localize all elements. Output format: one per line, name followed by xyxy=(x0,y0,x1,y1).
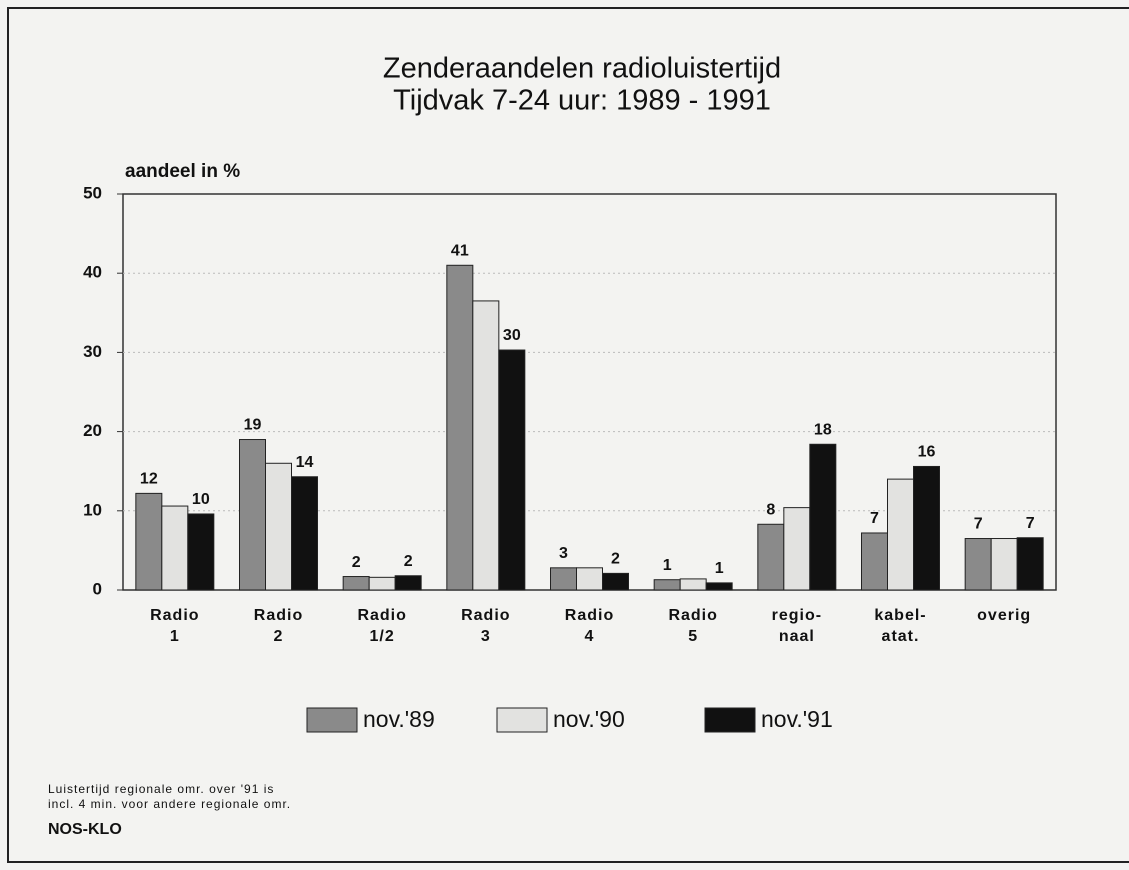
bar xyxy=(757,523,785,591)
bar xyxy=(446,264,474,591)
bar xyxy=(394,575,422,591)
x-tick-label: 5 xyxy=(688,628,698,645)
x-tick-label: regio- xyxy=(772,607,822,624)
value-label: 18 xyxy=(814,421,832,438)
x-tick-label: 1/2 xyxy=(370,628,395,645)
value-label: 16 xyxy=(918,444,936,461)
y-tick-label: 10 xyxy=(83,500,102,519)
bar xyxy=(135,492,163,591)
bar xyxy=(472,300,500,591)
x-tick-label: kabel- xyxy=(874,607,926,624)
value-label: 1 xyxy=(715,560,724,577)
value-label: 2 xyxy=(352,554,361,571)
bar xyxy=(653,579,681,591)
x-tick-label: Radio xyxy=(668,607,717,624)
bar xyxy=(809,443,837,591)
value-label: 12 xyxy=(140,471,158,488)
bar xyxy=(602,572,629,591)
x-tick-label: 4 xyxy=(585,628,595,645)
value-label: 14 xyxy=(296,454,314,471)
x-tick-label: 2 xyxy=(274,628,284,645)
x-tick-label: Radio xyxy=(461,607,510,624)
bar xyxy=(576,567,603,591)
bar xyxy=(291,476,318,591)
value-label: 3 xyxy=(559,545,568,562)
x-tick-label: Radio xyxy=(150,607,199,624)
x-tick-label: Radio xyxy=(565,607,614,624)
legend-label: nov.'89 xyxy=(363,706,435,732)
value-label: 1 xyxy=(663,557,672,574)
y-tick-label: 30 xyxy=(83,342,102,361)
x-tick-label: naal xyxy=(779,628,815,645)
value-label: 19 xyxy=(244,417,262,434)
bar xyxy=(913,465,940,591)
value-label: 7 xyxy=(870,510,879,527)
y-tick-label: 50 xyxy=(83,183,102,202)
value-label: 7 xyxy=(974,516,983,533)
bar xyxy=(783,507,811,591)
bar xyxy=(239,439,266,591)
value-label: 30 xyxy=(503,327,521,344)
bar xyxy=(990,538,1018,591)
bar xyxy=(161,505,189,591)
bar xyxy=(265,462,292,591)
value-label: 10 xyxy=(192,491,210,508)
bar xyxy=(1016,537,1044,591)
bar xyxy=(705,582,733,591)
y-tick-label: 0 xyxy=(93,579,102,598)
bar xyxy=(861,532,888,591)
x-tick-label: 1 xyxy=(170,628,180,645)
value-label: 2 xyxy=(611,551,620,568)
value-label: 7 xyxy=(1026,515,1035,532)
legend-swatch xyxy=(306,707,358,733)
x-tick-label: 3 xyxy=(481,628,491,645)
legend-swatch xyxy=(704,707,756,733)
legend-swatch xyxy=(496,707,548,733)
bar xyxy=(964,538,992,591)
x-tick-label: Radio xyxy=(254,607,303,624)
frame xyxy=(7,7,1129,863)
x-tick-label: overig xyxy=(977,607,1031,624)
chart-title: Tijdvak 7-24 uur: 1989 - 1991 xyxy=(393,85,771,117)
footnote: incl. 4 min. voor andere regionale omr. xyxy=(48,797,291,811)
source: NOS-KLO xyxy=(48,821,122,838)
chart-title: Zenderaandelen radioluistertijd xyxy=(383,53,781,85)
bar xyxy=(550,567,577,591)
legend-label: nov.'91 xyxy=(761,706,833,732)
value-label: 41 xyxy=(451,242,469,259)
bar xyxy=(342,576,370,591)
bar xyxy=(498,349,526,591)
bar xyxy=(679,578,707,591)
y-axis-label: aandeel in % xyxy=(125,161,240,182)
bar xyxy=(368,576,396,591)
bar xyxy=(187,513,215,591)
value-label: 8 xyxy=(766,501,775,518)
legend-label: nov.'90 xyxy=(553,706,625,732)
x-tick-label: atat. xyxy=(882,628,920,645)
y-tick-label: 20 xyxy=(83,421,102,440)
y-tick-label: 40 xyxy=(83,263,102,282)
bar xyxy=(887,478,914,591)
value-label: 2 xyxy=(404,553,413,570)
x-tick-label: Radio xyxy=(357,607,406,624)
footnote: Luistertijd regionale omr. over '91 is xyxy=(48,782,274,796)
